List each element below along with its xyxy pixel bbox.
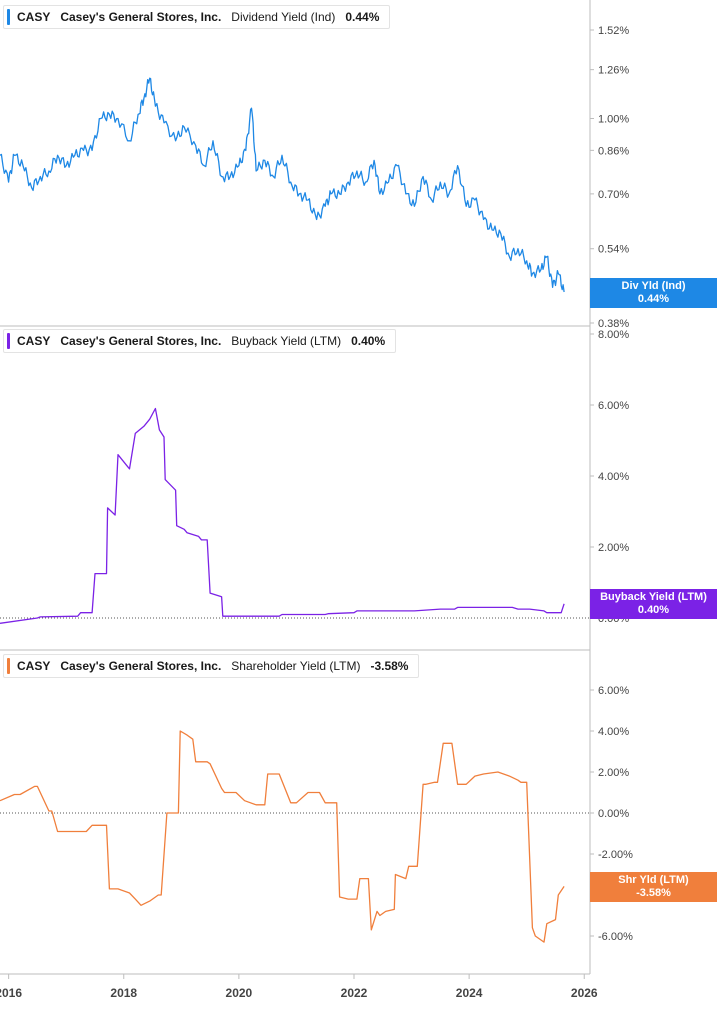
x-tick-label: 2026 bbox=[571, 986, 598, 1000]
legend-metric: Buyback Yield (LTM) bbox=[231, 334, 342, 348]
legend-swatch-dividend bbox=[7, 9, 10, 25]
badge-buyback-yield: Buyback Yield (LTM) 0.40% bbox=[590, 589, 717, 619]
legend-ticker: CASY bbox=[17, 334, 51, 348]
y-tick-label: 1.26% bbox=[598, 65, 629, 77]
y-tick-label: -2.00% bbox=[598, 849, 633, 861]
series-line-dividend bbox=[0, 77, 565, 293]
x-tick-label: 2016 bbox=[0, 986, 22, 1000]
badge-value: -3.58% bbox=[636, 887, 671, 899]
y-tick-label: 2.00% bbox=[598, 542, 629, 554]
legend-shareholder-yield[interactable]: CASY Casey's General Stores, Inc. Shareh… bbox=[3, 654, 420, 678]
legend-swatch-buyback bbox=[7, 333, 10, 349]
y-tick-label: 4.00% bbox=[598, 471, 629, 483]
x-tick-label: 2024 bbox=[456, 986, 483, 1000]
y-tick-label: 1.52% bbox=[598, 25, 629, 37]
y-tick-label: -6.00% bbox=[598, 931, 633, 943]
y-tick-label: 6.00% bbox=[598, 400, 629, 412]
legend-ticker: CASY bbox=[17, 10, 51, 24]
x-tick-label: 2022 bbox=[341, 986, 368, 1000]
badge-label: Buyback Yield (LTM) bbox=[600, 591, 707, 603]
legend-metric: Dividend Yield (Ind) bbox=[231, 10, 336, 24]
series-line-shareholder bbox=[0, 730, 565, 943]
y-tick-label: 0.70% bbox=[598, 189, 629, 201]
y-tick-label: 0.00% bbox=[598, 808, 629, 820]
legend-buyback-yield[interactable]: CASY Casey's General Stores, Inc. Buybac… bbox=[3, 329, 397, 353]
y-tick-label: 1.00% bbox=[598, 113, 629, 125]
badge-shareholder-yield: Shr Yld (LTM) -3.58% bbox=[590, 872, 717, 902]
badge-dividend-yield: Div Yld (Ind) 0.44% bbox=[590, 278, 717, 308]
y-tick-label: 4.00% bbox=[598, 726, 629, 738]
legend-value: 0.40% bbox=[351, 334, 386, 348]
badge-label: Div Yld (Ind) bbox=[621, 280, 686, 292]
legend-dividend-yield[interactable]: CASY Casey's General Stores, Inc. Divide… bbox=[3, 5, 391, 29]
legend-company: Casey's General Stores, Inc. bbox=[60, 659, 222, 673]
legend-swatch-shareholder bbox=[7, 658, 10, 674]
badge-value: 0.44% bbox=[637, 293, 670, 305]
y-tick-label: 0.54% bbox=[598, 244, 629, 256]
legend-company: Casey's General Stores, Inc. bbox=[60, 10, 222, 24]
y-tick-label: 2.00% bbox=[598, 767, 629, 779]
legend-metric: Shareholder Yield (LTM) bbox=[231, 659, 361, 673]
y-tick-label: 0.86% bbox=[598, 145, 629, 157]
badge-value: 0.40% bbox=[637, 604, 670, 616]
x-tick-label: 2018 bbox=[110, 986, 137, 1000]
legend-ticker: CASY bbox=[17, 659, 51, 673]
x-tick-label: 2020 bbox=[226, 986, 253, 1000]
series-line-buyback bbox=[0, 407, 565, 624]
y-tick-label: 0.38% bbox=[598, 318, 629, 330]
badge-label: Shr Yld (LTM) bbox=[618, 874, 689, 886]
y-tick-label: 6.00% bbox=[598, 685, 629, 697]
legend-company: Casey's General Stores, Inc. bbox=[60, 334, 222, 348]
y-tick-label: 8.00% bbox=[598, 329, 629, 341]
legend-value: 0.44% bbox=[345, 10, 380, 24]
legend-value: -3.58% bbox=[370, 659, 409, 673]
